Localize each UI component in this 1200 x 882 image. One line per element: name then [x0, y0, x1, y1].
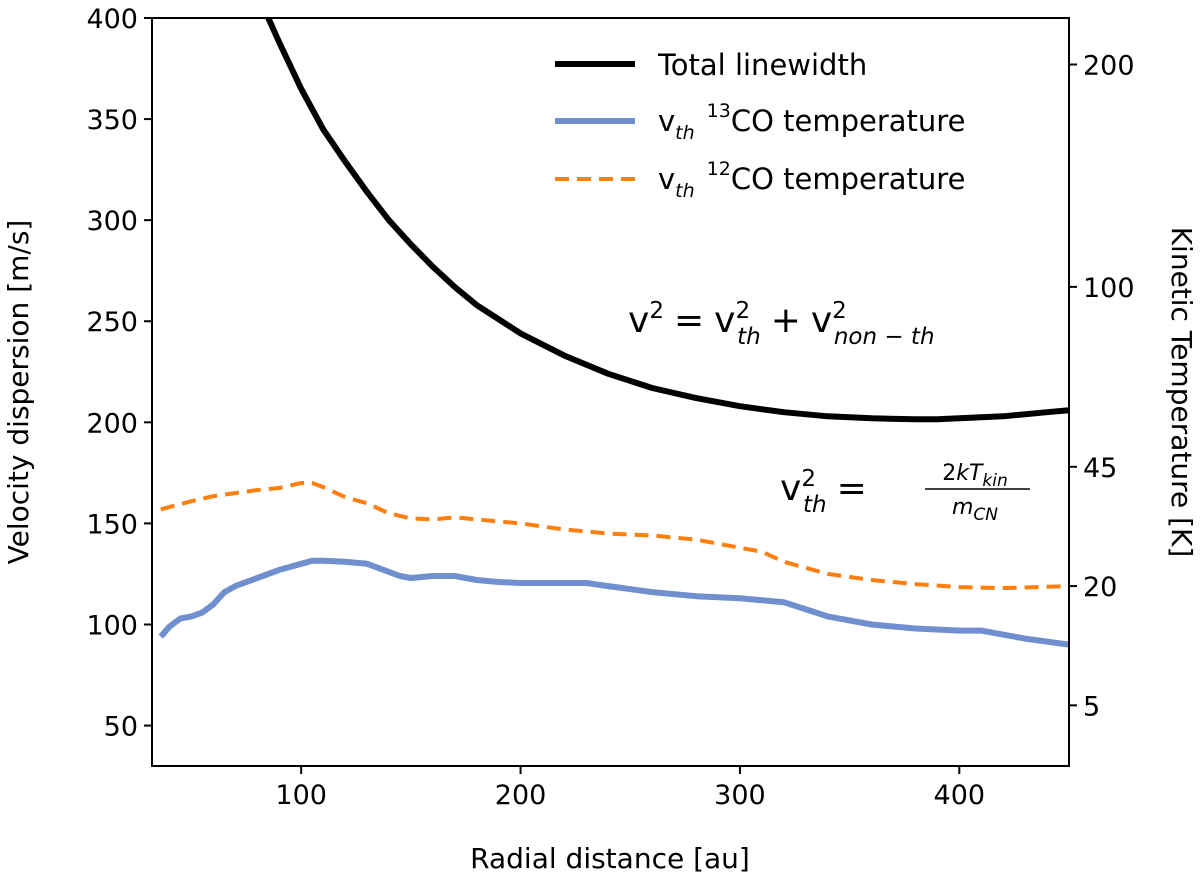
x-axis-label: Radial distance [au] [470, 842, 750, 875]
formula-thermal: v2 th = 2kTkin mCN [780, 461, 1030, 525]
legend: Total linewidth vth13CO temperature vth1… [555, 48, 965, 202]
svg-text:mCN: mCN [952, 495, 998, 525]
series-line-2 [160, 481, 1069, 591]
y-tick-label: 50 [104, 712, 138, 743]
y2-tick-label: 45 [1083, 453, 1117, 484]
y-tick-label: 400 [86, 4, 138, 35]
y-tick-label: 300 [86, 206, 138, 237]
x-tick-label: 300 [714, 780, 766, 811]
x-tick-label: 100 [275, 780, 327, 811]
y-tick-label: 150 [86, 509, 138, 540]
y-tick-label: 100 [86, 610, 138, 641]
y-tick-label: 200 [86, 408, 138, 439]
y-axis-left: 50 100 150 200 250 300 350 400 [86, 4, 152, 743]
y2-tick-label: 100 [1083, 273, 1135, 304]
y-tick-label: 350 [86, 105, 138, 136]
y-axis-label: Velocity dispersion [m/s] [2, 220, 35, 565]
plot-lines [158, 18, 1069, 648]
legend-label-13co: vth13CO temperature [658, 100, 965, 144]
x-tick-label: 400 [934, 780, 986, 811]
legend-label-total: Total linewidth [657, 48, 867, 82]
y2-axis-label: Kinetic Temperature [K] [1165, 227, 1198, 558]
x-tick-label: 200 [495, 780, 547, 811]
formula-total: v2 = v2 th + v2 non − th [628, 298, 935, 350]
svg-text:2kTkin: 2kTkin [942, 461, 1008, 491]
series-line-1 [158, 557, 1069, 648]
y-tick-label: 250 [86, 307, 138, 338]
y2-tick-label: 20 [1083, 572, 1117, 603]
legend-label-12co: vth12CO temperature [658, 158, 965, 202]
x-axis: 100 200 300 400 [275, 766, 985, 811]
series-line-0 [265, 18, 1069, 423]
y2-tick-label: 200 [1083, 50, 1135, 81]
y-axis-right: 200 100 45 20 5 [1069, 50, 1135, 722]
y2-tick-label: 5 [1083, 691, 1100, 722]
plot-frame [151, 17, 1070, 767]
